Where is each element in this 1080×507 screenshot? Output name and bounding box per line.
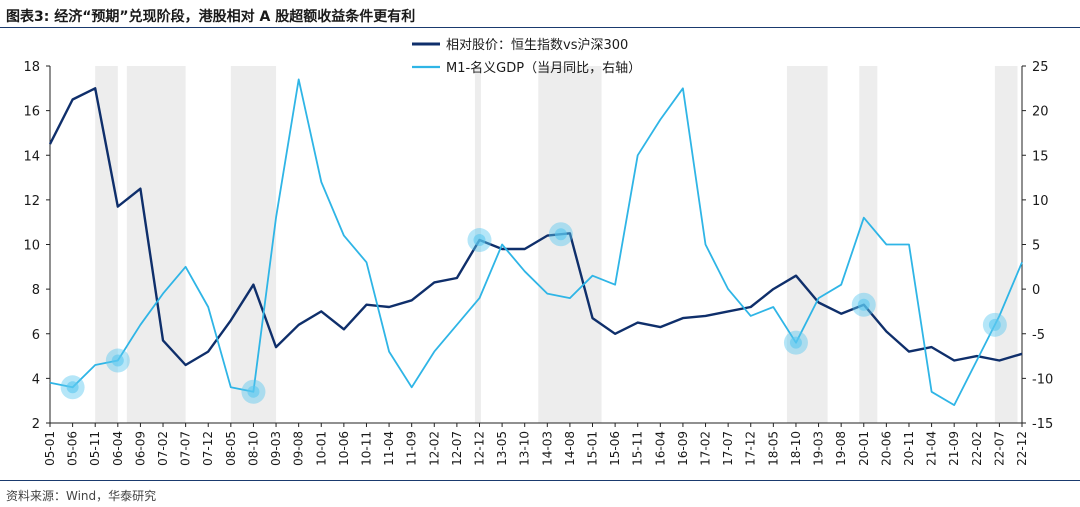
highlight-core: [789, 336, 802, 349]
right-tick-label: 10: [1032, 194, 1049, 209]
x-tick-label: 16-09: [676, 431, 690, 466]
x-tick-label: 10-06: [337, 431, 351, 466]
x-tick-label: 21-09: [947, 431, 961, 466]
shaded-period: [786, 66, 828, 423]
line-chart: 2 4 6 8 10 12 14 16 18 -15 -10 -5 0 5 10 15 20 25 05-01 05-…: [23, 37, 1053, 466]
x-tick-label: 11-04: [382, 431, 396, 466]
x-tick-label: 07-07: [179, 431, 193, 466]
x-tick-label: 20-11: [902, 431, 916, 466]
source-note: 资料来源：Wind，华泰研究: [6, 489, 157, 503]
left-tick-label: 14: [23, 149, 40, 164]
shaded-periods: [95, 66, 1018, 423]
x-tick-label: 15-01: [586, 431, 600, 466]
x-tick-label: 13-05: [495, 431, 509, 466]
legend-label: M1-名义GDP（当月同比，右轴）: [446, 60, 641, 76]
x-tick-label: 17-12: [744, 431, 758, 466]
x-tick-label: 17-07: [721, 431, 735, 466]
x-tick-label: 06-09: [133, 431, 147, 466]
shaded-period: [538, 66, 602, 423]
series-line: [49, 78, 1023, 407]
x-tick-label: 09-03: [269, 431, 283, 466]
x-tick-label: 20-06: [879, 431, 893, 466]
x-tick-label: 22-07: [992, 431, 1006, 466]
x-tick-label: 15-06: [608, 431, 622, 466]
shaded-period: [95, 66, 118, 423]
x-tick-label: 08-05: [224, 431, 238, 466]
x-tick-label: 10-11: [359, 431, 373, 466]
x-tick-label: 05-01: [43, 431, 57, 466]
legend-label: 相对股价：恒生指数vs沪深300: [446, 37, 628, 53]
highlight-core: [988, 318, 1001, 331]
highlight-core: [473, 234, 486, 247]
chart-legend: 相对股价：恒生指数vs沪深300 M1-名义GDP（当月同比，右轴）: [412, 37, 641, 76]
right-tick-label: -10: [1032, 372, 1053, 387]
x-tick-label: 19-03: [812, 431, 826, 466]
x-tick-label: 17-02: [699, 431, 713, 466]
x-tick-label: 07-12: [201, 431, 215, 466]
right-tick-label: 20: [1032, 105, 1049, 120]
x-tick-label: 10-01: [314, 431, 328, 466]
shaded-period: [230, 66, 277, 423]
x-tick-label: 06-04: [111, 431, 125, 466]
x-tick-label: 21-04: [925, 431, 939, 466]
x-tick-label: 22-12: [1015, 431, 1029, 466]
left-tick-label: 16: [23, 105, 40, 120]
x-tick-label: 09-08: [292, 431, 306, 466]
right-tick-label: 25: [1032, 60, 1049, 75]
right-tick-label: 0: [1032, 283, 1040, 298]
footer-rule: [0, 480, 1080, 481]
highlight-markers: [60, 222, 1007, 404]
highlight-core: [857, 298, 870, 311]
highlight-core: [111, 354, 124, 367]
right-tick-label: -5: [1032, 328, 1045, 343]
highlight-core: [554, 228, 567, 241]
left-tick-label: 10: [23, 239, 40, 254]
highlight-core: [247, 385, 260, 398]
x-tick-label: 14-03: [540, 431, 554, 466]
shaded-period: [126, 66, 186, 423]
x-tick-label: 12-12: [472, 431, 486, 466]
left-tick-label: 12: [23, 194, 40, 209]
left-tick-label: 18: [23, 60, 40, 75]
x-tick-label: 19-08: [834, 431, 848, 466]
x-tick-label: 05-06: [66, 431, 80, 466]
x-tick-label: 15-11: [631, 431, 645, 466]
shaded-period: [994, 66, 1018, 423]
x-tick-label: 08-10: [246, 431, 260, 466]
x-tick-label: 13-10: [518, 431, 532, 466]
x-tick-label: 22-02: [970, 431, 984, 466]
shaded-period: [859, 66, 878, 423]
x-tick-label: 20-01: [857, 431, 871, 466]
x-tick-label: 12-02: [427, 431, 441, 466]
left-tick-label: 4: [32, 372, 40, 387]
x-tick-label: 16-04: [653, 431, 667, 466]
x-tick-label: 12-07: [450, 431, 464, 466]
figure-header: 图表3: 经济“预期”兑现阶段，港股相对 A 股超额收益条件更有利: [0, 0, 1080, 28]
figure-title: 图表3: 经济“预期”兑现阶段，港股相对 A 股超额收益条件更有利: [6, 9, 416, 25]
left-tick-label: 6: [32, 328, 40, 343]
chart-axes: 2 4 6 8 10 12 14 16 18 -15 -10 -5 0 5 10 15 20 25 05-01 05-…: [23, 60, 1053, 466]
left-tick-label: 2: [32, 417, 40, 432]
x-tick-label: 18-10: [789, 431, 803, 466]
left-tick-label: 8: [32, 283, 40, 298]
x-tick-label: 14-08: [563, 431, 577, 466]
x-tick-label: 05-11: [88, 431, 102, 466]
right-tick-label: 15: [1032, 149, 1049, 164]
highlight-core: [66, 381, 79, 394]
x-tick-label: 11-09: [405, 431, 419, 466]
right-tick-label: 5: [1032, 239, 1040, 254]
right-tick-label: -15: [1032, 417, 1053, 432]
x-tick-label: 18-05: [766, 431, 780, 466]
title-underline: [0, 27, 1080, 28]
x-tick-label: 07-02: [156, 431, 170, 466]
